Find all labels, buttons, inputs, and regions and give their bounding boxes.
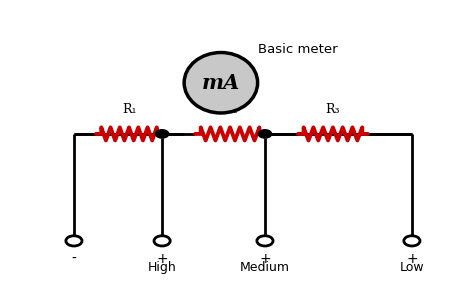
Circle shape (258, 130, 272, 138)
Text: High: High (148, 261, 176, 274)
Text: Medium: Medium (240, 261, 290, 274)
Ellipse shape (184, 53, 258, 113)
Text: R₃: R₃ (326, 104, 340, 117)
Text: R₂: R₂ (223, 104, 237, 117)
Text: +: + (259, 252, 271, 266)
Circle shape (257, 236, 273, 246)
Circle shape (154, 236, 170, 246)
Text: Low: Low (400, 261, 424, 274)
Circle shape (155, 130, 169, 138)
Circle shape (404, 236, 420, 246)
Text: +: + (156, 252, 168, 266)
Text: Basic meter: Basic meter (258, 43, 338, 56)
Text: -: - (72, 252, 76, 266)
Circle shape (66, 236, 82, 246)
Text: +: + (406, 252, 418, 266)
Text: mA: mA (202, 73, 240, 93)
Text: R₁: R₁ (122, 104, 137, 117)
